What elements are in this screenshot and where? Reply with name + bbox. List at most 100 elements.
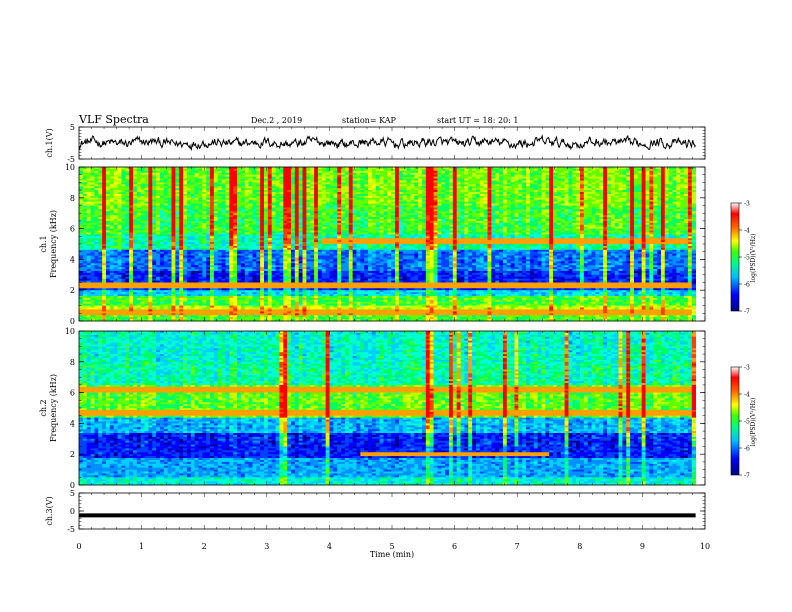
spectrogram-cell <box>98 178 103 181</box>
spectrogram-cell <box>668 180 673 183</box>
spectrogram-cell <box>79 178 88 181</box>
spectrogram-cell <box>653 182 662 185</box>
spectrogram-cell <box>348 182 354 185</box>
spectrogram-cell <box>633 168 639 172</box>
spectrogram-cell <box>344 192 350 195</box>
spectrogram-cell <box>691 174 697 178</box>
spectrogram-cell <box>421 172 427 176</box>
spectrogram-cell <box>391 184 396 187</box>
spectrogram-cell <box>148 172 153 176</box>
spectrogram-cell <box>317 188 323 191</box>
spectrogram-cell <box>448 172 454 176</box>
spectrogram-cell <box>418 192 423 195</box>
spectrogram-cell <box>148 182 153 185</box>
spectrogram-cell <box>437 172 442 176</box>
spectrogram-cell <box>98 184 103 187</box>
spectrogram-cell <box>144 180 149 183</box>
spectrogram-cell <box>668 186 673 189</box>
spectrogram-cell <box>533 167 538 170</box>
spectrogram-cell <box>183 176 188 179</box>
spectrogram-cell <box>522 186 527 189</box>
spectrogram-cell <box>568 170 573 174</box>
spectrogram-cell <box>553 188 569 191</box>
spectrogram-cell <box>102 180 107 183</box>
spectrogram-cell <box>633 167 643 170</box>
spectrogram-cell <box>645 186 650 189</box>
spectrogram-cell <box>514 190 519 193</box>
spectrogram-cell <box>599 182 604 185</box>
spectrogram-cell <box>105 182 115 185</box>
spectrogram-cell <box>294 192 300 195</box>
spectrogram-cell <box>406 167 411 170</box>
spectrogram-cell <box>475 176 481 179</box>
spectrogram-cell <box>603 174 608 178</box>
spectrogram-cell <box>460 186 465 189</box>
spectrogram-cell <box>102 188 107 191</box>
spectrogram-cell <box>564 176 569 179</box>
spectrogram-cell <box>649 184 654 187</box>
spectrogram-cell <box>437 176 450 179</box>
spectrogram-cell <box>410 168 419 172</box>
spectrogram-cell <box>479 168 485 172</box>
spectrogram-cell <box>294 167 300 170</box>
spectrogram-cell <box>556 167 569 170</box>
spectrogram-cell <box>186 186 196 189</box>
spectrogram-cell <box>672 174 677 178</box>
spectrogram-cell <box>649 176 654 179</box>
spectrogram-cell <box>406 184 411 187</box>
spectrogram-cell <box>472 186 485 189</box>
spectrogram-cell <box>337 190 342 193</box>
spectrogram-cell <box>414 188 419 191</box>
spectrogram-cell <box>406 172 411 176</box>
spectrogram-cell <box>445 178 450 181</box>
spectrogram-cell <box>448 186 454 189</box>
spectrogram-cell <box>225 170 230 174</box>
spectrogram-cell <box>626 168 631 172</box>
spectrogram-cell <box>194 168 199 172</box>
spectrogram-cell <box>333 178 338 181</box>
spectrogram-cell <box>175 176 180 179</box>
spectrogram-cell <box>260 182 265 185</box>
spectrogram-cell <box>171 188 176 191</box>
spectrogram-cell <box>156 170 165 174</box>
spectrogram-cell <box>175 184 180 187</box>
spectrogram-cell <box>275 172 280 176</box>
spectrogram-cell <box>610 190 616 193</box>
spectrogram-cell <box>687 186 693 189</box>
spectrogram-cell <box>660 180 666 183</box>
spectrogram-cell <box>105 178 115 181</box>
spectrogram-cell <box>94 168 99 172</box>
spectrogram-cell <box>298 188 303 191</box>
spectrogram-cell <box>572 172 581 176</box>
spectrogram-cell <box>244 190 249 193</box>
spectrogram-cell <box>202 190 207 193</box>
spectrogram-cell <box>383 178 392 181</box>
spectrogram-cell <box>94 172 103 176</box>
spectrogram-cell <box>645 188 650 191</box>
spectrogram-cell <box>445 192 450 195</box>
spectrogram-cell <box>587 172 604 176</box>
spectrogram-cell <box>348 170 354 174</box>
spectrogram-cell <box>298 186 303 189</box>
spectrogram-cell <box>626 184 631 187</box>
spectrogram-cell <box>526 182 531 185</box>
spectrogram-cell <box>252 192 257 195</box>
spectrogram-cell <box>383 168 396 172</box>
spectrogram-cell <box>506 170 515 174</box>
spectrogram-cell <box>156 174 161 178</box>
spectrogram-cell <box>210 174 215 178</box>
spectrogram-cell <box>213 167 219 170</box>
spectrogram-cell <box>564 184 569 187</box>
spectrogram-cell <box>341 176 346 179</box>
spectrogram-cell <box>614 176 627 179</box>
spectrogram-cell <box>421 168 427 172</box>
spectrogram-cell <box>237 176 253 179</box>
spectrogram-cell <box>614 178 623 181</box>
spectrogram-cell <box>553 167 558 170</box>
spectrogram-cell <box>537 188 542 191</box>
spectrogram-cell <box>132 176 138 179</box>
spectrogram-cell <box>576 186 581 189</box>
spectrogram-cell <box>556 172 562 176</box>
spectrogram-cell <box>175 167 180 170</box>
spectrogram-cell <box>553 190 558 193</box>
